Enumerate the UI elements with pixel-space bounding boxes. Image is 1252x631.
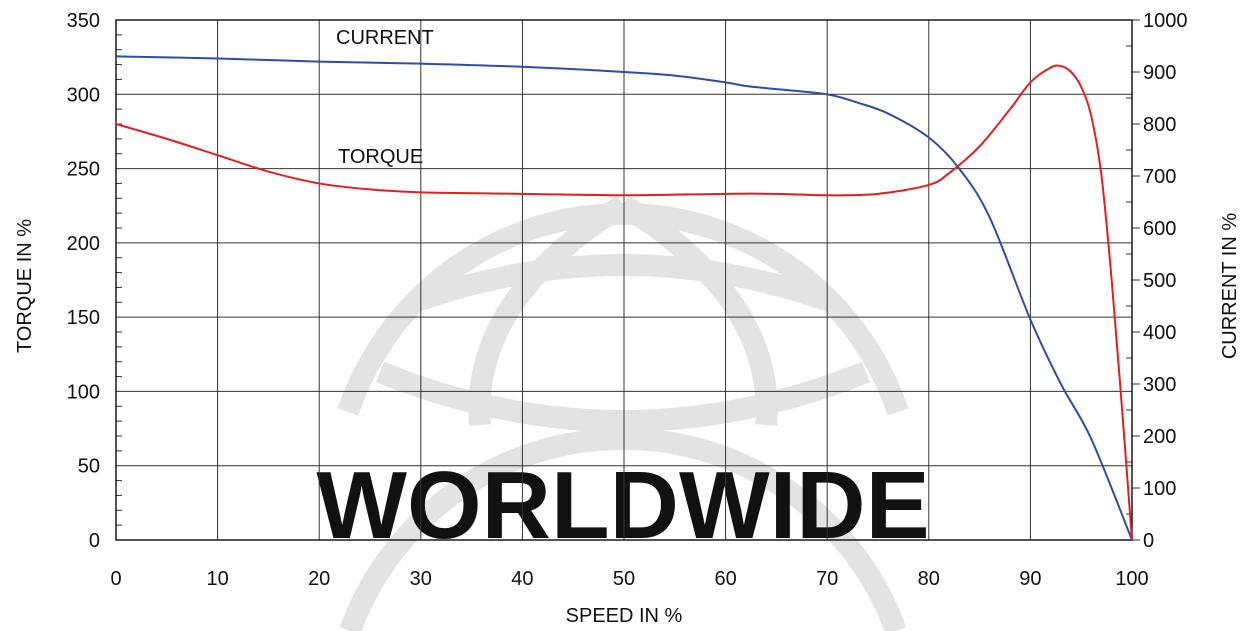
x-tick-label: 60 xyxy=(714,568,736,590)
watermark-globe-icon xyxy=(617,195,778,426)
y-left-tick-label: 250 xyxy=(67,159,100,181)
y-left-tick-label: 100 xyxy=(67,381,100,403)
y-left-axis-title: TORQUE IN % xyxy=(14,219,36,353)
watermark-text: WORLDWIDE xyxy=(316,452,929,559)
grid xyxy=(116,20,1132,540)
x-tick-label: 10 xyxy=(206,568,228,590)
y-left-tick-label: 200 xyxy=(67,233,100,255)
x-tick-label: 80 xyxy=(918,568,940,590)
y-left-tick-label: 0 xyxy=(89,530,100,552)
y-right-tick-label: 400 xyxy=(1143,322,1176,344)
y-right-tick-label: 800 xyxy=(1143,114,1176,136)
series-layer xyxy=(115,55,1133,541)
x-tick-label: 70 xyxy=(816,568,838,590)
y-left-tick-label: 50 xyxy=(78,456,100,478)
y-right-tick-label: 1000 xyxy=(1143,10,1188,32)
x-tick-label: 40 xyxy=(511,568,533,590)
y-right-tick-label: 200 xyxy=(1143,426,1176,448)
x-axis-title: SPEED IN % xyxy=(566,605,683,627)
y-left-tick-label: 300 xyxy=(67,84,100,106)
x-tick-label: 90 xyxy=(1019,568,1041,590)
y-left-tick-label: 350 xyxy=(67,10,100,32)
watermark-globe-icon xyxy=(416,254,830,311)
y-right-tick-label: 300 xyxy=(1143,374,1176,396)
series-label-torque: TORQUE xyxy=(338,146,423,168)
y-left-tick-label: 150 xyxy=(67,307,100,329)
watermark-globe-icon xyxy=(339,427,907,631)
y-left-tick-labels: 0 50 100 150 200 250 300 350 xyxy=(67,10,100,552)
watermark-globe-icon xyxy=(375,361,871,432)
y-right-tick-label: 700 xyxy=(1143,166,1176,188)
x-tick-label: 50 xyxy=(613,568,635,590)
x-tick-labels: 0 10 20 30 40 50 60 70 80 90 100 xyxy=(110,568,1148,590)
y-right-axis-title: CURRENT IN % xyxy=(1219,213,1241,360)
watermark-globe-icon xyxy=(468,195,629,426)
y-right-tick-label: 900 xyxy=(1143,62,1176,84)
y-right-tick-label: 0 xyxy=(1143,530,1154,552)
series-line-torque xyxy=(115,64,1133,541)
y-right-tick-label: 100 xyxy=(1143,478,1176,500)
series-label-current: CURRENT xyxy=(336,27,434,49)
x-tick-label: 100 xyxy=(1115,568,1148,590)
y-right-tick-label: 600 xyxy=(1143,218,1176,240)
y-right-tick-label: 500 xyxy=(1143,270,1176,292)
y-right-tick-labels: 0 100 200 300 400 500 600 700 800 900 1000 xyxy=(1143,10,1188,552)
minor-ticks xyxy=(116,19,1140,541)
x-tick-label: 0 xyxy=(110,568,121,590)
x-tick-label: 30 xyxy=(410,568,432,590)
x-tick-label: 20 xyxy=(308,568,330,590)
series-line-current xyxy=(115,55,1133,541)
plot-frame xyxy=(115,19,1133,541)
